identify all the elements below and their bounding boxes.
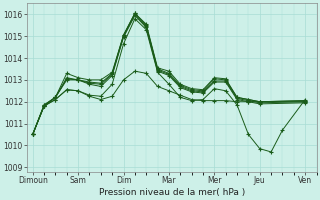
X-axis label: Pression niveau de la mer( hPa ): Pression niveau de la mer( hPa ) [99,188,245,197]
